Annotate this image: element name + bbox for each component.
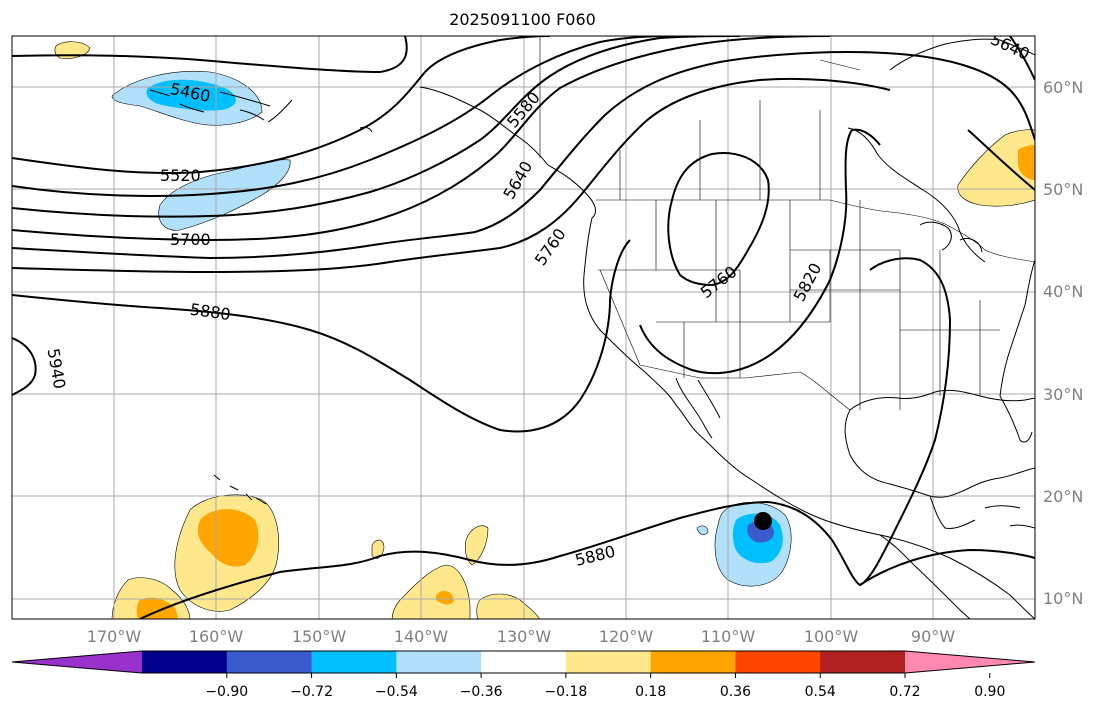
lat-label: 30°N (1043, 385, 1083, 404)
lat-label: 10°N (1043, 589, 1083, 608)
storm-center-marker (754, 512, 772, 530)
lon-label: 100°W (804, 627, 859, 646)
contour-5880-caribbean (859, 548, 1035, 586)
map-frame (11, 35, 1036, 620)
border-canada-provinces (619, 59, 861, 200)
contour-5880-north (12, 239, 631, 433)
lat-label: 40°N (1043, 282, 1083, 301)
colorbar-extend-low (12, 651, 142, 673)
lon-label: 160°W (189, 627, 244, 646)
anomaly-positive-south-blob-4 (464, 525, 489, 566)
lon-label: 110°W (701, 627, 756, 646)
contour-5820-ridge (639, 128, 881, 375)
colorbar-tick-label: 0.54 (805, 684, 836, 700)
lon-label: 170°W (87, 627, 142, 646)
colorbar-outline (11, 650, 1036, 674)
longitude-labels: 170°W 160°W 150°W 140°W 130°W 120°W 110°… (87, 627, 955, 646)
colorbar-tick-label: 0.18 (635, 684, 666, 700)
colorbar-segment (142, 651, 228, 673)
graticule (12, 36, 1035, 619)
contour-label: 5700 (170, 230, 211, 249)
contour-5760 (12, 51, 1035, 260)
colorbar-segment (565, 651, 652, 673)
anomaly-shading (54, 41, 1035, 619)
colorbar-segment (735, 651, 821, 673)
colorbar-tick-label: −0.54 (375, 684, 418, 700)
colorbar-tick-label: −0.18 (544, 684, 587, 700)
colorbar-tick-label: 0.90 (974, 684, 1005, 700)
map-title: 2025091100 F060 (449, 10, 596, 29)
colorbar-segment (481, 651, 567, 673)
political-borders (539, 36, 1035, 411)
coast-alaska-peninsula (219, 91, 293, 123)
coast-alaska (419, 86, 596, 219)
contour-5940 (12, 337, 37, 396)
contour-5880-south (139, 257, 952, 619)
contour-label: 5640 (1030, 100, 1056, 143)
colorbar-tick-label: −0.36 (460, 684, 503, 700)
border-states-grid (598, 200, 1000, 410)
coast-west-usa (583, 217, 1035, 619)
contour-5460 (12, 36, 408, 74)
coast-baja (675, 377, 721, 439)
coast-yucatan (929, 495, 976, 529)
contour-5760-low (667, 152, 770, 287)
colorbar-segment (311, 651, 397, 673)
coast-central-america (879, 534, 971, 619)
lon-label: 90°W (911, 627, 955, 646)
anomaly-positive-hawaii-inner (197, 509, 259, 567)
anomaly-positive-south-blob-1-inner (136, 597, 178, 619)
coast-aleutian-islands (149, 89, 265, 121)
anomaly-negative-small-cell (696, 525, 709, 535)
anomaly-positive-south-blob-2-inner (436, 590, 454, 605)
coast-pacific-island (359, 126, 373, 133)
colorbar-tick-label: −0.72 (290, 684, 333, 700)
lon-label: 150°W (292, 627, 347, 646)
anomaly-positive-south-blob-2 (391, 564, 471, 619)
anomaly-positive-newfoundland-inner (1018, 145, 1035, 180)
colorbar-tick-label: 0.36 (720, 684, 751, 700)
height-contours (12, 36, 1035, 619)
contour-label: 5520 (160, 166, 201, 185)
lon-label: 130°W (497, 627, 552, 646)
colorbar-segment (820, 651, 906, 673)
coast-hawaii-islands (213, 474, 267, 505)
lat-label: 20°N (1043, 487, 1083, 506)
contour-5580 (12, 36, 681, 197)
lon-label: 120°W (599, 627, 654, 646)
lon-label: 140°W (394, 627, 449, 646)
coast-florida (999, 395, 1033, 443)
coast-hudson-bay (847, 127, 986, 263)
contour-5520 (12, 36, 551, 175)
coast-caribbean (984, 505, 1035, 529)
colorbar-segment (396, 651, 482, 673)
colorbar: −0.90 −0.72 −0.54 −0.36 −0.18 0.18 0.36 0.54 0.7… (11, 650, 1036, 700)
colorbar-segment (226, 651, 313, 673)
contour-5700 (12, 36, 831, 242)
colorbar-tick-label: −0.90 (205, 684, 248, 700)
lat-label: 60°N (1043, 78, 1083, 97)
colorbar-segment (650, 651, 736, 673)
contour-5640-east (967, 36, 1035, 191)
coast-east-usa (999, 259, 1035, 397)
lat-label: 50°N (1043, 180, 1083, 199)
border-us-canada (596, 199, 1035, 263)
anomaly-positive-newfoundland (957, 129, 1035, 207)
colorbar-extend-high (905, 651, 1035, 673)
map-area: 5460 5520 5580 5640 5700 5760 5760 5820 … (12, 36, 1056, 619)
contour-5640 (12, 36, 741, 218)
latitude-labels: 60°N 50°N 40°N 30°N 20°N 10°N (1043, 78, 1083, 608)
anomaly-negative-pacific-strip (158, 159, 291, 231)
colorbar-tick-label: 0.72 (889, 684, 920, 700)
contour-5820 (12, 77, 891, 274)
coast-great-lakes (919, 221, 983, 253)
border-us-mexico (639, 364, 851, 411)
